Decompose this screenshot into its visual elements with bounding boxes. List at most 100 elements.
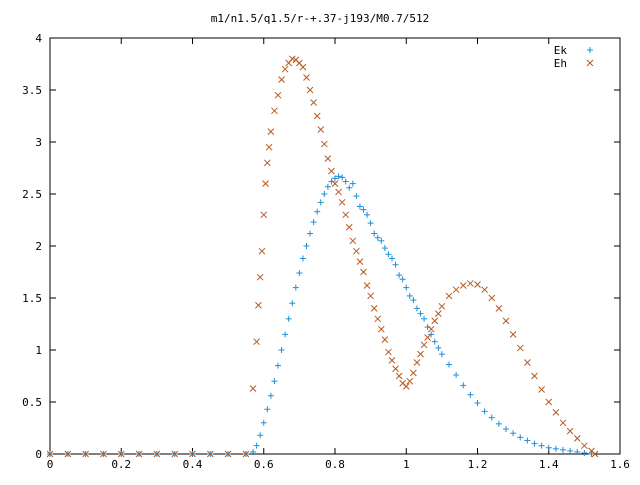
data-point [275,362,281,369]
data-point [392,365,399,373]
data-point [566,427,574,435]
data-point [296,270,303,277]
data-point [260,211,268,219]
data-point [267,128,275,135]
data-point [552,445,559,452]
data-point [481,286,488,294]
data-point [281,65,289,73]
data-point [253,442,260,449]
data-point [438,302,446,310]
data-point [278,76,285,83]
data-point [224,450,232,458]
data-point [410,297,417,304]
data-point [467,280,474,287]
y-tick-label: 1 [35,344,42,357]
data-point [253,338,260,346]
data-point [360,206,367,213]
data-point [271,378,278,385]
data-point [402,383,410,390]
x-tick-label: 1.6 [610,458,630,471]
data-point [346,184,353,191]
y-axis-ticks: 0 0.5 1 1.5 2 2.5 3 3.5 4 [22,32,620,461]
data-point [560,446,566,453]
data-point [378,237,385,244]
data-point [46,450,54,458]
plot-frame [49,37,621,455]
data-point [509,331,517,338]
data-point [274,91,282,99]
data-point [339,174,346,181]
data-point [374,234,381,241]
y-tick-label: 2 [35,240,42,253]
x-tick-label: 0.6 [254,458,274,471]
data-point [435,344,442,351]
data-point [263,159,271,167]
data-point [363,282,371,289]
data-point [349,237,357,245]
data-point [406,377,414,385]
data-point [573,435,581,442]
x-tick-label: 0 [47,458,54,471]
series-eh [46,55,599,458]
y-tick-label: 3 [35,136,42,149]
data-point [342,178,349,185]
data-point [453,371,460,378]
data-point [488,294,496,302]
data-point [452,286,460,294]
data-point [82,450,89,458]
data-point [310,99,317,106]
y-tick-label: 0.5 [22,396,42,409]
data-point [495,420,502,427]
x-tick-label: 0.2 [111,458,131,471]
y-tick-label: 0 [35,448,42,461]
data-point [356,258,364,265]
y-tick-label: 2.5 [22,188,42,201]
data-point [377,325,385,333]
data-point [338,198,346,206]
data-point [510,430,517,437]
data-point [459,282,467,289]
data-point [517,434,524,441]
x-tick-label: 1.4 [539,458,559,471]
data-point [356,203,363,210]
data-point [388,357,396,364]
data-point [431,317,439,325]
data-point [342,211,350,219]
data-point [538,442,545,449]
data-point [567,447,574,454]
data-point [317,199,324,206]
y-tick-label: 1.5 [22,292,42,305]
data-point [588,451,595,457]
data-point [265,143,273,151]
data-point [445,292,453,300]
data-point [396,272,403,279]
data-point [364,211,371,218]
data-point [389,255,395,262]
data-point [399,276,406,283]
data-point [538,386,545,393]
data-point [310,219,317,226]
data-point [495,305,503,312]
data-point [385,348,392,356]
data-point [264,406,271,413]
data-point [385,251,392,258]
data-point [417,310,424,317]
data-point [395,372,403,380]
data-point [531,372,538,380]
data-point [413,305,420,312]
series-layer [46,55,599,458]
x-tick-label: 1.2 [468,458,488,471]
data-point [267,392,274,399]
data-point [574,448,581,455]
data-point [262,180,269,187]
data-point [488,414,495,421]
data-point [249,385,257,392]
x-tick-label: 0.8 [325,458,345,471]
data-point [349,180,356,187]
data-point [313,112,321,120]
data-point [324,183,331,190]
data-point [153,450,161,458]
data-point [335,188,342,196]
data-point [255,301,262,309]
